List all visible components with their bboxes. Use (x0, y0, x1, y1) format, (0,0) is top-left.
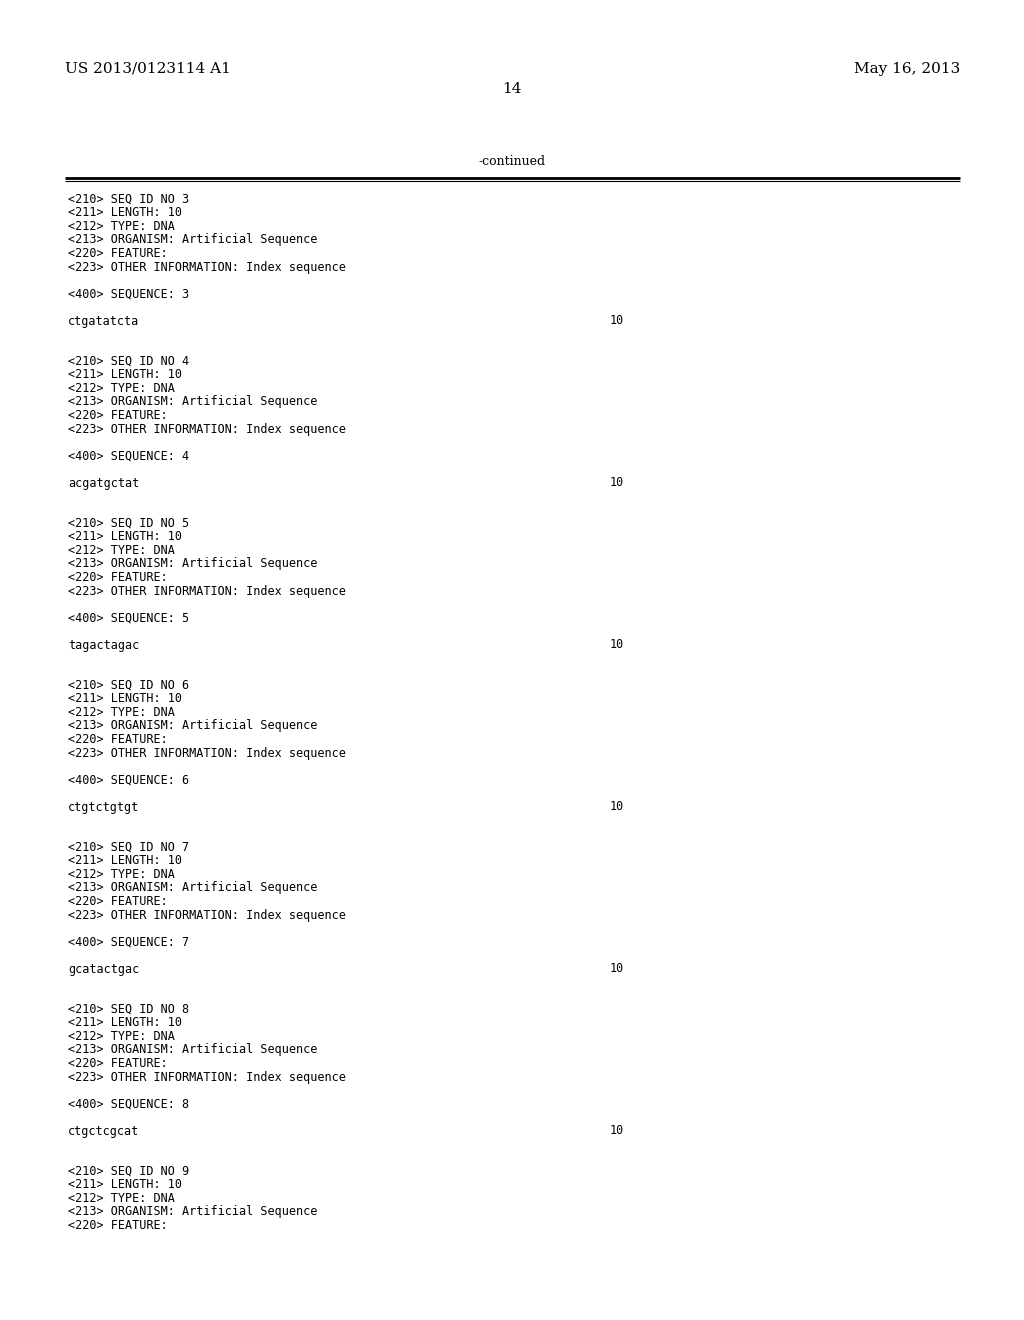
Text: -continued: -continued (478, 154, 546, 168)
Text: <211> LENGTH: 10: <211> LENGTH: 10 (68, 531, 182, 544)
Text: <211> LENGTH: 10: <211> LENGTH: 10 (68, 1016, 182, 1030)
Text: <211> LENGTH: 10: <211> LENGTH: 10 (68, 1179, 182, 1192)
Text: <211> LENGTH: 10: <211> LENGTH: 10 (68, 368, 182, 381)
Text: <220> FEATURE:: <220> FEATURE: (68, 1218, 168, 1232)
Text: <213> ORGANISM: Artificial Sequence: <213> ORGANISM: Artificial Sequence (68, 1044, 317, 1056)
Text: <211> LENGTH: 10: <211> LENGTH: 10 (68, 206, 182, 219)
Text: May 16, 2013: May 16, 2013 (854, 62, 961, 77)
Text: <220> FEATURE:: <220> FEATURE: (68, 895, 168, 908)
Text: 10: 10 (610, 800, 625, 813)
Text: <210> SEQ ID NO 6: <210> SEQ ID NO 6 (68, 678, 189, 692)
Text: 10: 10 (610, 962, 625, 975)
Text: <210> SEQ ID NO 4: <210> SEQ ID NO 4 (68, 355, 189, 368)
Text: <212> TYPE: DNA: <212> TYPE: DNA (68, 381, 175, 395)
Text: gcatactgac: gcatactgac (68, 962, 139, 975)
Text: <400> SEQUENCE: 4: <400> SEQUENCE: 4 (68, 450, 189, 462)
Text: <213> ORGANISM: Artificial Sequence: <213> ORGANISM: Artificial Sequence (68, 234, 317, 247)
Text: <400> SEQUENCE: 6: <400> SEQUENCE: 6 (68, 774, 189, 787)
Text: <213> ORGANISM: Artificial Sequence: <213> ORGANISM: Artificial Sequence (68, 396, 317, 408)
Text: <220> FEATURE:: <220> FEATURE: (68, 733, 168, 746)
Text: US 2013/0123114 A1: US 2013/0123114 A1 (65, 62, 230, 77)
Text: <220> FEATURE:: <220> FEATURE: (68, 247, 168, 260)
Text: <400> SEQUENCE: 3: <400> SEQUENCE: 3 (68, 288, 189, 301)
Text: ctgtctgtgt: ctgtctgtgt (68, 800, 139, 813)
Text: <223> OTHER INFORMATION: Index sequence: <223> OTHER INFORMATION: Index sequence (68, 1071, 346, 1084)
Text: <223> OTHER INFORMATION: Index sequence: <223> OTHER INFORMATION: Index sequence (68, 747, 346, 759)
Text: <213> ORGANISM: Artificial Sequence: <213> ORGANISM: Artificial Sequence (68, 1205, 317, 1218)
Text: tagactagac: tagactagac (68, 639, 139, 652)
Text: <212> TYPE: DNA: <212> TYPE: DNA (68, 1030, 175, 1043)
Text: 10: 10 (610, 314, 625, 327)
Text: <210> SEQ ID NO 3: <210> SEQ ID NO 3 (68, 193, 189, 206)
Text: <220> FEATURE:: <220> FEATURE: (68, 572, 168, 583)
Text: <213> ORGANISM: Artificial Sequence: <213> ORGANISM: Artificial Sequence (68, 557, 317, 570)
Text: 14: 14 (502, 82, 522, 96)
Text: <223> OTHER INFORMATION: Index sequence: <223> OTHER INFORMATION: Index sequence (68, 422, 346, 436)
Text: <400> SEQUENCE: 8: <400> SEQUENCE: 8 (68, 1097, 189, 1110)
Text: <223> OTHER INFORMATION: Index sequence: <223> OTHER INFORMATION: Index sequence (68, 260, 346, 273)
Text: <210> SEQ ID NO 7: <210> SEQ ID NO 7 (68, 841, 189, 854)
Text: ctgctcgcat: ctgctcgcat (68, 1125, 139, 1138)
Text: <220> FEATURE:: <220> FEATURE: (68, 409, 168, 422)
Text: <400> SEQUENCE: 5: <400> SEQUENCE: 5 (68, 611, 189, 624)
Text: <211> LENGTH: 10: <211> LENGTH: 10 (68, 693, 182, 705)
Text: <223> OTHER INFORMATION: Index sequence: <223> OTHER INFORMATION: Index sequence (68, 908, 346, 921)
Text: <211> LENGTH: 10: <211> LENGTH: 10 (68, 854, 182, 867)
Text: <212> TYPE: DNA: <212> TYPE: DNA (68, 1192, 175, 1205)
Text: <212> TYPE: DNA: <212> TYPE: DNA (68, 544, 175, 557)
Text: <212> TYPE: DNA: <212> TYPE: DNA (68, 706, 175, 719)
Text: <213> ORGANISM: Artificial Sequence: <213> ORGANISM: Artificial Sequence (68, 882, 317, 895)
Text: <400> SEQUENCE: 7: <400> SEQUENCE: 7 (68, 936, 189, 949)
Text: <212> TYPE: DNA: <212> TYPE: DNA (68, 220, 175, 234)
Text: <220> FEATURE:: <220> FEATURE: (68, 1057, 168, 1071)
Text: <223> OTHER INFORMATION: Index sequence: <223> OTHER INFORMATION: Index sequence (68, 585, 346, 598)
Text: ctgatatcta: ctgatatcta (68, 314, 139, 327)
Text: 10: 10 (610, 477, 625, 490)
Text: <212> TYPE: DNA: <212> TYPE: DNA (68, 869, 175, 880)
Text: <210> SEQ ID NO 9: <210> SEQ ID NO 9 (68, 1166, 189, 1177)
Text: acgatgctat: acgatgctat (68, 477, 139, 490)
Text: <210> SEQ ID NO 8: <210> SEQ ID NO 8 (68, 1003, 189, 1016)
Text: <213> ORGANISM: Artificial Sequence: <213> ORGANISM: Artificial Sequence (68, 719, 317, 733)
Text: <210> SEQ ID NO 5: <210> SEQ ID NO 5 (68, 517, 189, 531)
Text: 10: 10 (610, 639, 625, 652)
Text: 10: 10 (610, 1125, 625, 1138)
